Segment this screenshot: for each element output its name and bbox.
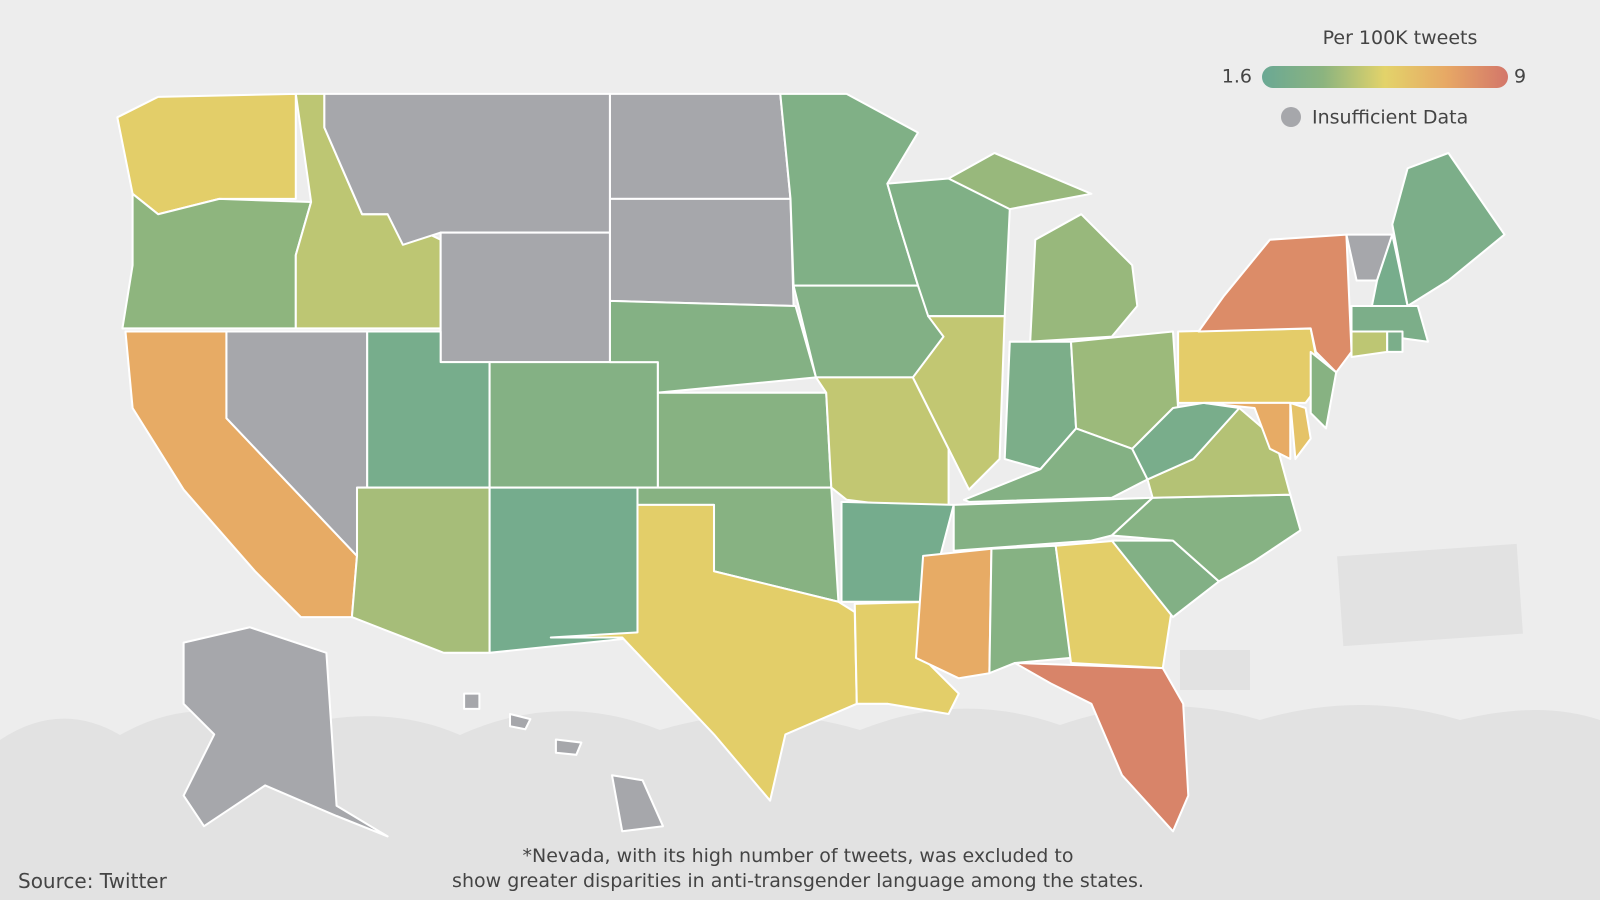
state — [182, 626, 389, 838]
state — [610, 774, 665, 833]
state — [116, 92, 297, 216]
state — [549, 503, 858, 802]
state — [439, 231, 611, 364]
state — [1131, 401, 1241, 481]
states — [116, 92, 1506, 838]
no-data-label: Insufficient Data — [1312, 107, 1468, 129]
note-line: show greater disparities in anti-transge… — [452, 870, 1144, 892]
note-line: *Nevada, with its high number of tweets,… — [523, 845, 1074, 867]
state — [1202, 401, 1292, 461]
state — [508, 712, 532, 731]
legend-max: 9 — [1514, 66, 1526, 88]
state — [463, 692, 481, 710]
crowd-background — [0, 543, 1600, 900]
state — [1029, 213, 1139, 343]
state — [1177, 327, 1322, 404]
state — [1350, 330, 1389, 359]
state — [1386, 330, 1404, 353]
legend-gradient — [1262, 66, 1508, 88]
state — [1013, 661, 1190, 833]
state — [1309, 350, 1338, 430]
state — [988, 544, 1073, 675]
state — [656, 391, 833, 489]
state — [608, 92, 792, 200]
state — [121, 192, 313, 330]
state — [947, 151, 1093, 211]
state — [488, 361, 659, 489]
state — [911, 315, 1006, 491]
state — [1391, 151, 1506, 308]
legend: Per 100K tweets 1.6 9 Insufficient Data — [1222, 27, 1526, 129]
state — [488, 486, 639, 654]
state — [554, 738, 583, 756]
no-data-swatch — [1281, 107, 1301, 127]
state — [608, 197, 795, 308]
state — [792, 284, 945, 379]
state — [350, 486, 491, 654]
state — [952, 496, 1154, 552]
state — [914, 547, 993, 680]
legend-min: 1.6 — [1222, 66, 1252, 88]
state — [1289, 401, 1312, 461]
legend-title: Per 100K tweets — [1323, 27, 1478, 49]
source: Source: Twitter — [18, 869, 168, 893]
